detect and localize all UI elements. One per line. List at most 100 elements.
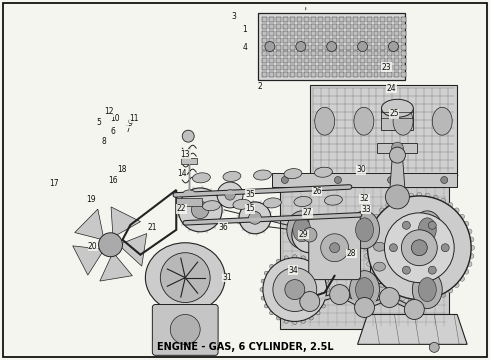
- Circle shape: [355, 298, 374, 318]
- Bar: [318, 45, 323, 50]
- Bar: [262, 72, 267, 77]
- Polygon shape: [175, 206, 179, 210]
- Bar: [283, 37, 288, 42]
- Circle shape: [429, 342, 439, 352]
- Bar: [373, 72, 378, 77]
- Circle shape: [379, 208, 385, 213]
- Bar: [290, 24, 295, 28]
- Bar: [269, 72, 274, 77]
- Bar: [394, 24, 399, 28]
- Polygon shape: [204, 230, 209, 234]
- Ellipse shape: [287, 211, 317, 249]
- Circle shape: [464, 221, 469, 226]
- Circle shape: [316, 311, 320, 315]
- Bar: [325, 72, 330, 77]
- Polygon shape: [196, 231, 200, 235]
- Bar: [388, 24, 392, 28]
- Bar: [339, 45, 343, 50]
- Bar: [380, 37, 386, 42]
- Circle shape: [160, 253, 210, 302]
- Bar: [388, 37, 392, 42]
- Circle shape: [321, 234, 348, 262]
- Circle shape: [367, 262, 371, 266]
- Bar: [297, 45, 302, 50]
- Bar: [311, 24, 316, 28]
- Text: 12: 12: [104, 107, 114, 116]
- FancyBboxPatch shape: [152, 305, 218, 355]
- Bar: [345, 58, 350, 63]
- Bar: [394, 58, 399, 63]
- Bar: [272, 173, 457, 187]
- Polygon shape: [245, 202, 248, 206]
- Circle shape: [273, 268, 317, 311]
- Circle shape: [374, 214, 379, 219]
- Bar: [345, 17, 350, 22]
- Text: 27: 27: [303, 208, 312, 217]
- Bar: [283, 51, 288, 57]
- Bar: [262, 58, 267, 63]
- Bar: [290, 58, 295, 63]
- Polygon shape: [242, 228, 245, 231]
- Ellipse shape: [410, 262, 422, 271]
- Bar: [401, 17, 406, 22]
- Bar: [373, 37, 378, 42]
- Polygon shape: [319, 247, 323, 251]
- Circle shape: [379, 283, 385, 288]
- Bar: [360, 51, 365, 57]
- Circle shape: [248, 211, 261, 224]
- Bar: [367, 31, 371, 36]
- Bar: [297, 37, 302, 42]
- Bar: [276, 17, 281, 22]
- Circle shape: [385, 213, 454, 283]
- Ellipse shape: [287, 271, 317, 309]
- FancyBboxPatch shape: [309, 216, 361, 280]
- Text: 29: 29: [299, 230, 308, 239]
- Bar: [367, 17, 371, 22]
- Circle shape: [261, 279, 265, 283]
- Circle shape: [402, 221, 410, 229]
- Circle shape: [324, 296, 329, 300]
- Bar: [269, 31, 274, 36]
- Bar: [276, 45, 281, 50]
- Polygon shape: [390, 155, 405, 195]
- Bar: [339, 66, 343, 71]
- Text: 13: 13: [181, 150, 190, 159]
- Polygon shape: [176, 214, 180, 218]
- Bar: [360, 31, 365, 36]
- Circle shape: [392, 142, 403, 154]
- Circle shape: [98, 233, 122, 257]
- Circle shape: [467, 229, 472, 234]
- Polygon shape: [270, 218, 274, 221]
- Bar: [339, 31, 343, 36]
- Polygon shape: [296, 219, 300, 222]
- Bar: [380, 58, 386, 63]
- Ellipse shape: [233, 199, 251, 209]
- Ellipse shape: [428, 242, 440, 251]
- Bar: [345, 37, 350, 42]
- Bar: [373, 31, 378, 36]
- Bar: [401, 66, 406, 71]
- Polygon shape: [327, 235, 331, 238]
- Circle shape: [400, 195, 406, 200]
- Bar: [380, 72, 386, 77]
- Bar: [332, 66, 337, 71]
- Polygon shape: [306, 252, 310, 256]
- Bar: [353, 17, 358, 22]
- Polygon shape: [200, 185, 204, 188]
- Ellipse shape: [413, 271, 442, 309]
- Polygon shape: [310, 214, 313, 217]
- Circle shape: [448, 203, 453, 207]
- Bar: [367, 72, 371, 77]
- Circle shape: [417, 298, 422, 303]
- Circle shape: [330, 285, 349, 305]
- Circle shape: [401, 230, 437, 266]
- Ellipse shape: [349, 211, 379, 249]
- Bar: [345, 45, 350, 50]
- Bar: [353, 72, 358, 77]
- Ellipse shape: [354, 107, 374, 135]
- Bar: [297, 31, 302, 36]
- Ellipse shape: [324, 195, 343, 205]
- Polygon shape: [221, 210, 225, 214]
- Bar: [325, 58, 330, 63]
- Circle shape: [390, 244, 397, 252]
